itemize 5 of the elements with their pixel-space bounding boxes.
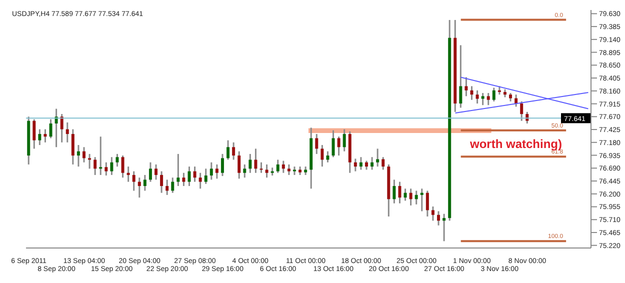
- candlestick: [420, 188, 424, 212]
- candlestick: [99, 136, 102, 175]
- candlestick: [260, 162, 263, 173]
- annotation: worth watching): [470, 137, 562, 151]
- candlestick: [442, 214, 446, 242]
